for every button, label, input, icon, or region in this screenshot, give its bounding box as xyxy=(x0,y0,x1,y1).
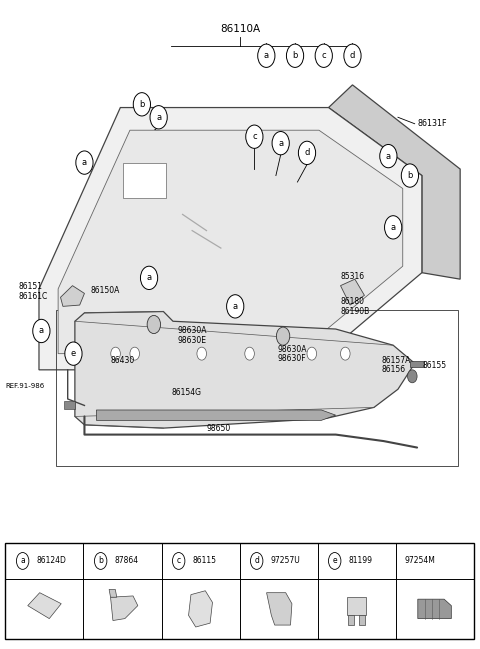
Circle shape xyxy=(340,347,350,360)
Text: a: a xyxy=(146,273,152,282)
Circle shape xyxy=(141,266,157,289)
Text: a: a xyxy=(264,51,269,60)
Text: 86155: 86155 xyxy=(423,361,447,370)
Text: 98630A: 98630A xyxy=(277,345,307,354)
Circle shape xyxy=(246,125,263,149)
Text: 86161C: 86161C xyxy=(19,292,48,301)
Text: 86151: 86151 xyxy=(19,282,43,291)
Polygon shape xyxy=(60,286,84,306)
Circle shape xyxy=(251,552,263,569)
Text: 86110A: 86110A xyxy=(220,24,260,34)
Circle shape xyxy=(258,44,275,67)
Text: REF.91-986: REF.91-986 xyxy=(5,383,45,389)
Polygon shape xyxy=(58,130,403,354)
Text: 97254M: 97254M xyxy=(405,556,436,565)
Text: 87864: 87864 xyxy=(115,556,139,565)
Text: b: b xyxy=(292,51,298,60)
Bar xyxy=(56,310,458,466)
Polygon shape xyxy=(347,597,366,615)
Text: a: a xyxy=(233,302,238,311)
Text: a: a xyxy=(82,158,87,167)
Circle shape xyxy=(408,370,417,383)
Polygon shape xyxy=(28,593,61,618)
Text: a: a xyxy=(278,139,283,148)
Text: a: a xyxy=(391,223,396,232)
Circle shape xyxy=(147,315,160,334)
Text: 86131F: 86131F xyxy=(417,119,446,129)
Bar xyxy=(123,163,166,198)
Circle shape xyxy=(287,44,304,67)
Polygon shape xyxy=(96,410,336,421)
Polygon shape xyxy=(39,108,422,370)
Text: c: c xyxy=(322,51,326,60)
Circle shape xyxy=(276,327,290,345)
Text: 81199: 81199 xyxy=(349,556,373,565)
Circle shape xyxy=(401,164,419,187)
Text: 97257U: 97257U xyxy=(271,556,300,565)
Circle shape xyxy=(299,141,316,165)
Bar xyxy=(5,543,474,639)
Circle shape xyxy=(130,347,140,360)
Text: d: d xyxy=(304,149,310,158)
Circle shape xyxy=(76,151,93,174)
Polygon shape xyxy=(75,312,415,428)
Circle shape xyxy=(95,552,107,569)
Text: 86150A: 86150A xyxy=(91,286,120,295)
Circle shape xyxy=(133,93,151,116)
Text: b: b xyxy=(139,100,144,109)
Text: 86430: 86430 xyxy=(111,356,135,365)
Text: 86180: 86180 xyxy=(340,297,364,306)
Circle shape xyxy=(227,295,244,318)
Polygon shape xyxy=(340,279,364,305)
Circle shape xyxy=(16,552,29,569)
Text: a: a xyxy=(39,326,44,336)
Text: d: d xyxy=(254,556,259,565)
Circle shape xyxy=(245,347,254,360)
Circle shape xyxy=(384,215,402,239)
Circle shape xyxy=(272,132,289,155)
Text: c: c xyxy=(177,556,181,565)
Polygon shape xyxy=(418,599,451,618)
Circle shape xyxy=(380,145,397,168)
Text: 98650: 98650 xyxy=(206,424,231,433)
Text: a: a xyxy=(386,152,391,160)
Text: 85316: 85316 xyxy=(340,272,365,281)
Polygon shape xyxy=(328,85,460,279)
Circle shape xyxy=(33,319,50,343)
Text: 86156: 86156 xyxy=(381,365,405,374)
Circle shape xyxy=(65,342,82,365)
Text: c: c xyxy=(252,132,257,141)
Circle shape xyxy=(315,44,332,67)
Text: a: a xyxy=(20,556,25,565)
Text: 98630F: 98630F xyxy=(277,354,306,363)
Circle shape xyxy=(150,106,167,129)
Text: 86124D: 86124D xyxy=(36,556,67,565)
Bar xyxy=(64,401,75,409)
Circle shape xyxy=(111,347,120,360)
Circle shape xyxy=(197,347,206,360)
Text: a: a xyxy=(156,113,161,122)
Text: 86157A: 86157A xyxy=(381,356,410,365)
Text: 98630E: 98630E xyxy=(178,336,207,345)
Circle shape xyxy=(328,552,341,569)
Text: e: e xyxy=(332,556,337,565)
Polygon shape xyxy=(189,591,213,627)
Text: d: d xyxy=(350,51,355,60)
Circle shape xyxy=(172,552,185,569)
Circle shape xyxy=(307,347,317,360)
Polygon shape xyxy=(348,615,354,625)
Polygon shape xyxy=(110,596,138,620)
Text: b: b xyxy=(407,171,413,180)
Polygon shape xyxy=(109,589,117,597)
Polygon shape xyxy=(360,615,365,625)
Circle shape xyxy=(344,44,361,67)
Text: b: b xyxy=(98,556,103,565)
Text: 86115: 86115 xyxy=(192,556,216,565)
Text: e: e xyxy=(71,349,76,358)
Polygon shape xyxy=(266,593,292,625)
Text: 98630A: 98630A xyxy=(178,326,207,336)
Text: 86154G: 86154G xyxy=(171,388,201,397)
Bar xyxy=(410,361,424,367)
Text: 86190B: 86190B xyxy=(340,307,370,316)
